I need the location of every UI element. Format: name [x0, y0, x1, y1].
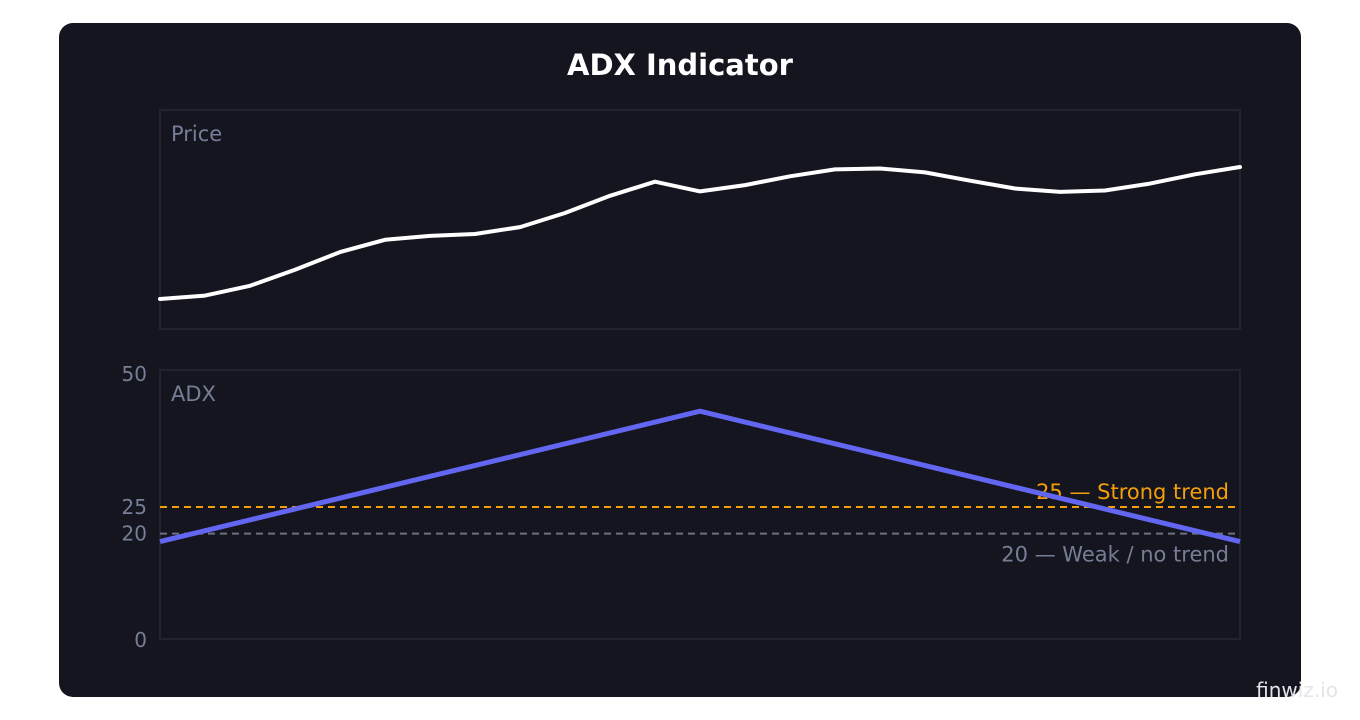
watermark: finwiz.io [1256, 678, 1338, 702]
price-series [158, 165, 1242, 301]
chart-title: ADX Indicator [567, 48, 794, 82]
reference-label-20: 20 — Weak / no trend [1001, 543, 1229, 567]
price-line [158, 165, 1242, 301]
adx-y-tick-label: 20 [122, 522, 147, 546]
adx-y-tick-label: 50 [122, 362, 147, 386]
adx-panel-label: ADX [171, 382, 216, 406]
adx-y-ticks: 0 20 25 50 [122, 362, 147, 652]
adx-series [159, 408, 1241, 545]
price-panel-frame [159, 109, 1241, 330]
adx-line [159, 408, 1241, 545]
adx-y-tick-label: 25 [122, 495, 147, 519]
price-panel-label: Price [171, 122, 222, 146]
chart-card [59, 23, 1301, 697]
adx-panel-frame [159, 369, 1241, 640]
adx-y-tick-label: 0 [134, 628, 147, 652]
